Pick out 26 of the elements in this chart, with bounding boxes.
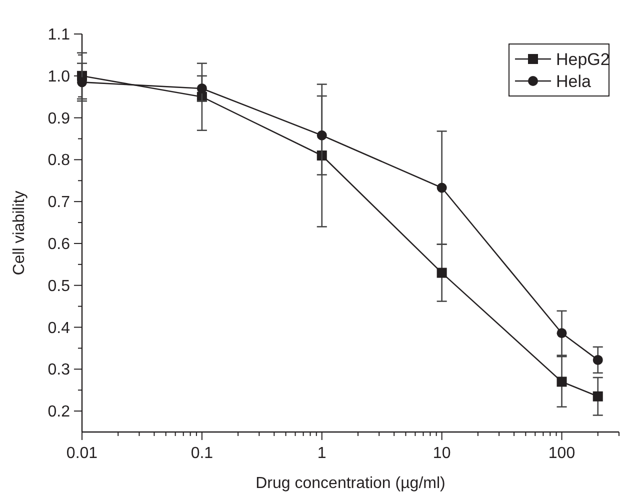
point (316, 130, 327, 140)
y-tick-label: 0.3 (48, 362, 70, 379)
legend-label: HepG2 (556, 50, 610, 69)
y-tick-label: 1.0 (48, 68, 70, 86)
y-tick-label: 0.5 (48, 278, 70, 295)
point (77, 77, 87, 88)
y-axis-title: Cell viability (11, 190, 28, 276)
point (436, 182, 447, 193)
point (556, 376, 567, 387)
y-tick-label: 0.6 (48, 236, 70, 253)
x-tick-label: 0.01 (66, 445, 98, 462)
y-tick-label: 0.7 (48, 194, 70, 212)
point (556, 328, 567, 338)
x-axis-title: Drug concentration (µg/ml) (256, 475, 446, 492)
x-tick-label: 10 (432, 445, 451, 462)
x-tick-label: 100 (548, 445, 576, 462)
y-tick-label: 1.1 (48, 26, 70, 44)
y-tick-label: 0.4 (48, 320, 70, 337)
point (436, 268, 447, 278)
x-tick-label: 0.1 (190, 445, 214, 462)
point (196, 83, 207, 94)
y-tick-label: 0.9 (48, 110, 70, 128)
x-tick-label: 1 (317, 445, 326, 462)
legend-label: Hela (556, 72, 592, 91)
y-tick-label: 0.2 (48, 404, 70, 421)
y-tick-label: 0.8 (48, 152, 70, 170)
